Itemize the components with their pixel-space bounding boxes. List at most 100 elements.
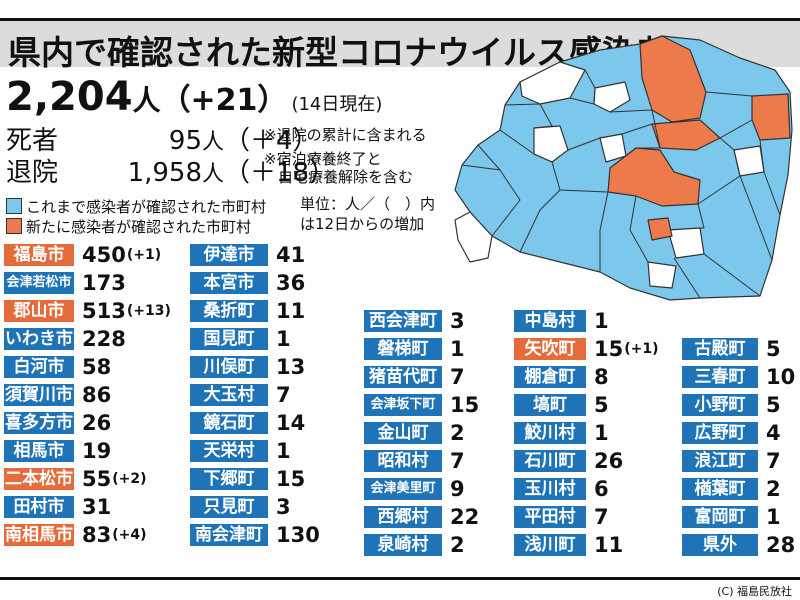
unit-note-line: は12日からの増加 — [300, 214, 435, 234]
case-count: 26 — [594, 449, 623, 473]
case-count: 3 — [450, 309, 465, 333]
municipality-name: 須賀川市 — [4, 384, 74, 406]
municipality-name: 泉崎村 — [364, 534, 442, 556]
case-count: 11 — [594, 533, 623, 557]
municipality-row: 天栄村 1 — [190, 440, 291, 462]
municipality-name: 会津坂下町 — [364, 394, 442, 416]
municipality-row: 会津美里町 9 — [364, 478, 465, 500]
case-delta: (+4) — [112, 527, 146, 543]
case-count: 14 — [276, 411, 305, 435]
recovered-unit: 人 — [202, 162, 224, 187]
municipality-row: 平田村 7 — [514, 506, 609, 528]
case-count: 7 — [766, 449, 781, 473]
municipality-row: 富岡町 1 — [682, 506, 781, 528]
municipality-row: 本宮市 36 — [190, 272, 305, 294]
case-count: 173 — [82, 271, 126, 295]
municipality-name: 相馬市 — [4, 440, 74, 462]
case-count: 1 — [276, 439, 291, 463]
legend-swatch-blue — [6, 198, 22, 214]
case-count: 10 — [766, 365, 795, 389]
municipality-row: 鏡石町 14 — [190, 412, 305, 434]
municipality-row: 塙町 5 — [514, 394, 609, 416]
municipality-row: 川俣町 13 — [190, 356, 305, 378]
municipality-name: 中島村 — [514, 310, 586, 332]
unit-note: 単位：人／（ ）内 は12日からの増加 — [300, 194, 435, 234]
case-count: 2 — [450, 421, 465, 445]
case-count: 1 — [594, 309, 609, 333]
total-unit: 人 — [133, 84, 161, 117]
municipality-row: 広野町 4 — [682, 422, 781, 444]
municipality-row: 会津坂下町 15 — [364, 394, 479, 416]
municipality-name: 浅川町 — [514, 534, 586, 556]
municipality-name: 国見町 — [190, 328, 268, 350]
municipality-name: 富岡町 — [682, 506, 758, 528]
case-count: 7 — [450, 449, 465, 473]
case-count: 55 — [82, 467, 111, 491]
municipality-row: 二本松市 55 (+2) — [4, 468, 147, 490]
case-count: 86 — [82, 383, 111, 407]
municipality-row: 棚倉町 8 — [514, 366, 609, 388]
total-cases: 2,204人（+21） (14日現在) — [6, 74, 382, 120]
municipality-row: 下郷町 15 — [190, 468, 305, 490]
municipality-row: 南会津町 130 — [190, 524, 320, 546]
municipality-name: 鮫川村 — [514, 422, 586, 444]
municipality-row: 浅川町 11 — [514, 534, 623, 556]
municipality-row: 中島村 1 — [514, 310, 609, 332]
case-count: 4 — [766, 421, 781, 445]
map-white-area — [648, 262, 676, 288]
municipality-name: 棚倉町 — [514, 366, 586, 388]
municipality-row: 県外 28 — [682, 534, 795, 556]
municipality-name: 石川町 — [514, 450, 586, 472]
municipality-name: 白河市 — [4, 356, 74, 378]
municipality-name: いわき市 — [4, 328, 74, 350]
case-count: 9 — [450, 477, 465, 501]
case-count: 3 — [276, 495, 291, 519]
credit-text: (C) 福島民放社 — [717, 583, 792, 599]
municipality-row: 楢葉町 2 — [682, 478, 781, 500]
map-orange-yabuki — [648, 218, 672, 240]
municipality-name: 磐梯町 — [364, 338, 442, 360]
case-count: 7 — [450, 365, 465, 389]
case-count: 13 — [276, 355, 305, 379]
case-count: 5 — [766, 393, 781, 417]
case-count: 83 — [82, 523, 111, 547]
municipality-row: 南相馬市 83 (+4) — [4, 524, 147, 546]
municipality-name: 楢葉町 — [682, 478, 758, 500]
municipality-name: 桑折町 — [190, 300, 268, 322]
municipality-name: 浪江町 — [682, 450, 758, 472]
municipality-row: 古殿町 5 — [682, 338, 781, 360]
municipality-name: 金山町 — [364, 422, 442, 444]
map-orange-minamisoma — [752, 94, 790, 140]
municipality-row: 西会津町 3 — [364, 310, 465, 332]
municipality-name: 三春町 — [682, 366, 758, 388]
municipality-name: 昭和村 — [364, 450, 442, 472]
municipality-row: 西郷村 22 — [364, 506, 479, 528]
municipality-row: 昭和村 7 — [364, 450, 465, 472]
municipality-name: 鏡石町 — [190, 412, 268, 434]
municipality-name: 西会津町 — [364, 310, 442, 332]
legend-item-new: 新たに感染者が確認された市町村 — [6, 216, 251, 237]
case-count: 130 — [276, 523, 320, 547]
case-count: 15 — [594, 337, 623, 361]
case-count: 6 — [594, 477, 609, 501]
case-count: 1 — [766, 505, 781, 529]
municipality-row: 白河市 58 — [4, 356, 111, 378]
municipality-name: 古殿町 — [682, 338, 758, 360]
case-count: 2 — [450, 533, 465, 557]
case-count: 5 — [594, 393, 609, 417]
municipality-row: 三春町 10 — [682, 366, 795, 388]
case-count: 2 — [766, 477, 781, 501]
legend-swatch-orange — [6, 218, 22, 234]
municipality-row: 国見町 1 — [190, 328, 291, 350]
municipality-row: 浪江町 7 — [682, 450, 781, 472]
municipality-name: 平田村 — [514, 506, 586, 528]
municipality-row: 只見町 3 — [190, 496, 291, 518]
case-count: 15 — [450, 393, 479, 417]
legend-label: これまで感染者が確認された市町村 — [26, 198, 266, 216]
municipality-row: 福島市 450 (+1) — [4, 244, 161, 266]
case-count: 26 — [82, 411, 111, 435]
case-count: 5 — [766, 337, 781, 361]
case-delta: (+2) — [112, 471, 146, 487]
municipality-name: 郡山市 — [4, 300, 74, 322]
municipality-row: いわき市 228 — [4, 328, 126, 350]
